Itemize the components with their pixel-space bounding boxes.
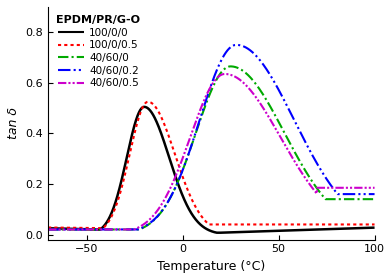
- 40/60/0.5: [171, 180, 176, 183]
- 100/0/0.5: [145, 100, 150, 104]
- 100/0/0.5: [372, 223, 377, 226]
- 100/0/0: [142, 105, 147, 109]
- 40/60/0.2: [234, 43, 239, 46]
- 40/60/0: [102, 228, 107, 231]
- 100/0/0.5: [366, 223, 371, 226]
- 40/60/0.5: [372, 186, 377, 190]
- 40/60/0.2: [46, 228, 51, 231]
- 40/60/0.2: [331, 187, 336, 190]
- 40/60/0.5: [331, 186, 336, 190]
- 100/0/0.5: [185, 188, 190, 192]
- 40/60/0: [366, 197, 370, 201]
- Line: 100/0/0.5: 100/0/0.5: [48, 102, 374, 228]
- 100/0/0: [185, 205, 190, 208]
- 100/0/0: [366, 226, 371, 230]
- 40/60/0.5: [222, 72, 227, 76]
- 40/60/0: [185, 156, 190, 159]
- Y-axis label: tan δ: tan δ: [7, 107, 20, 139]
- X-axis label: Temperature (°C): Temperature (°C): [157, 260, 265, 273]
- Line: 40/60/0: 40/60/0: [48, 66, 374, 230]
- 40/60/0: [228, 65, 233, 68]
- 100/0/0: [46, 227, 51, 230]
- Legend: 100/0/0, 100/0/0.5, 40/60/0, 40/60/0.2, 40/60/0.5: 100/0/0, 100/0/0.5, 40/60/0, 40/60/0.2, …: [53, 12, 143, 92]
- 40/60/0.2: [83, 228, 88, 231]
- Line: 100/0/0: 100/0/0: [48, 107, 374, 233]
- 100/0/0.5: [101, 227, 105, 230]
- 100/0/0: [171, 169, 176, 172]
- 40/60/0: [171, 190, 176, 193]
- 100/0/0.5: [171, 148, 176, 152]
- 40/60/0.5: [366, 186, 370, 190]
- 40/60/0.2: [185, 155, 190, 159]
- 100/0/0.5: [331, 223, 336, 226]
- 40/60/0: [372, 197, 377, 201]
- 40/60/0.5: [102, 228, 107, 231]
- 40/60/0: [83, 228, 88, 231]
- 40/60/0: [331, 197, 336, 201]
- 40/60/0.5: [83, 228, 88, 231]
- 40/60/0.2: [366, 192, 370, 196]
- 100/0/0.5: [102, 225, 107, 228]
- 40/60/0.2: [171, 190, 176, 193]
- Line: 40/60/0.2: 40/60/0.2: [48, 45, 374, 230]
- 40/60/0.5: [185, 143, 190, 147]
- 100/0/0: [331, 227, 336, 231]
- 100/0/0: [372, 226, 377, 229]
- 40/60/0: [46, 228, 51, 231]
- Line: 40/60/0.5: 40/60/0.5: [48, 74, 374, 230]
- 100/0/0: [102, 223, 107, 227]
- 40/60/0.5: [46, 228, 51, 231]
- 100/0/0: [216, 231, 221, 234]
- 40/60/0.2: [372, 192, 377, 196]
- 100/0/0.5: [46, 226, 51, 229]
- 100/0/0.5: [83, 226, 88, 230]
- 40/60/0.2: [102, 228, 107, 231]
- 100/0/0: [83, 228, 88, 231]
